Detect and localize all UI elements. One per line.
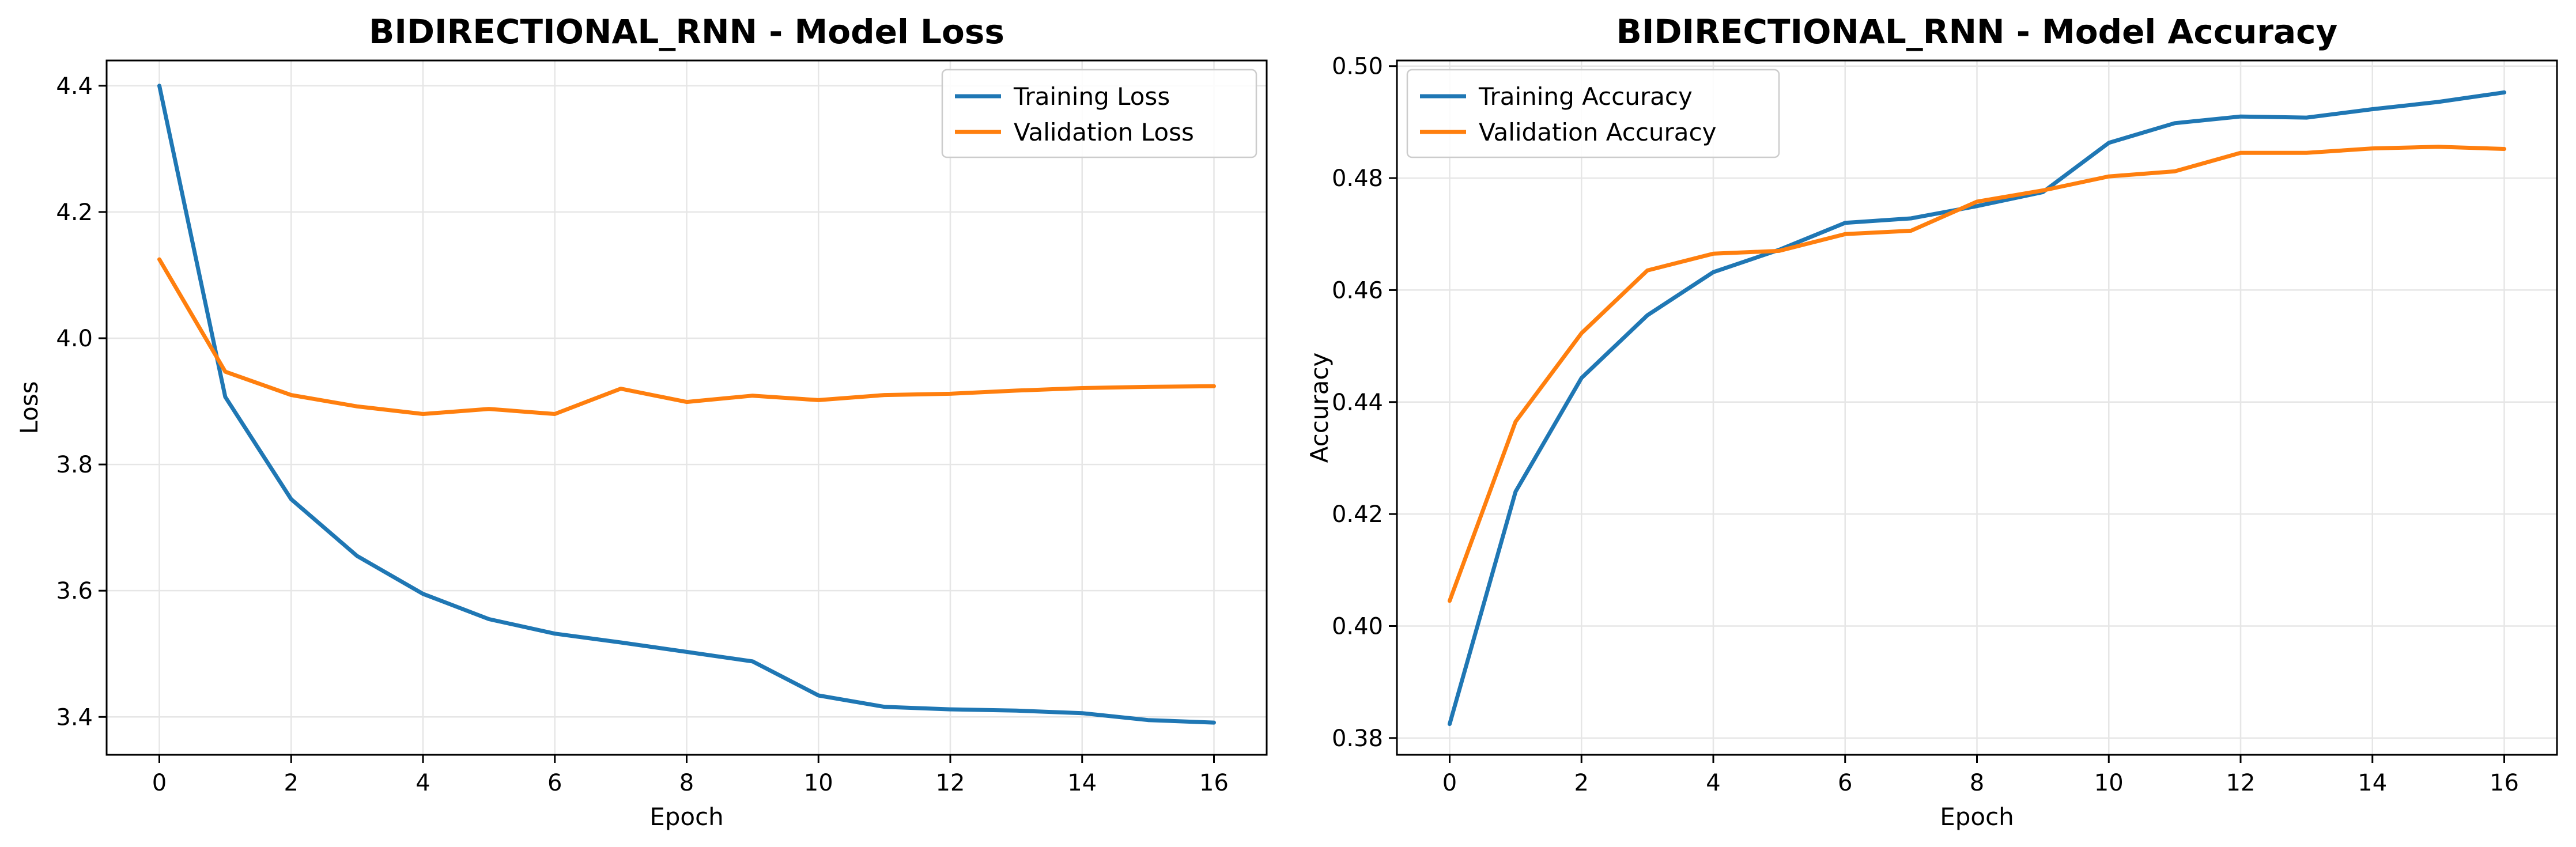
validation-loss-legend-label: Validation Loss — [1014, 118, 1194, 146]
accuracy-x-tick-label-16: 16 — [2490, 770, 2519, 796]
accuracy-y-tick-label-1: 0.40 — [1332, 613, 1383, 640]
loss-x-tick-label-6: 6 — [547, 770, 562, 796]
accuracy-x-tick-label-12: 12 — [2226, 770, 2256, 796]
loss-x-axis: 0 2 4 6 8 10 12 14 16 — [152, 755, 1229, 796]
loss-grid — [107, 60, 1267, 755]
loss-legend: Training Loss Validation Loss — [941, 69, 1257, 158]
training-accuracy-line — [1448, 90, 2506, 727]
loss-chart: 0 2 4 6 8 10 12 14 16 3.4 3.6 3.8 4.0 4.2 4.4 BIDIREC… — [15, 12, 1268, 831]
accuracy-y-tick-label-2: 0.42 — [1332, 501, 1383, 528]
accuracy-series-lines — [1448, 90, 2506, 727]
loss-x-tick-label-10: 10 — [804, 770, 833, 796]
accuracy-y-axis-label: Accuracy — [1305, 353, 1334, 463]
loss-y-tick-label-3: 4.0 — [56, 326, 93, 352]
accuracy-grid — [1397, 60, 2557, 755]
accuracy-x-tick-label-2: 2 — [1574, 770, 1589, 796]
accuracy-x-tick-label-14: 14 — [2358, 770, 2387, 796]
accuracy-x-tick-label-6: 6 — [1838, 770, 1852, 796]
accuracy-x-tick-label-8: 8 — [1970, 770, 1984, 796]
accuracy-y-tick-label-6: 0.50 — [1332, 54, 1383, 80]
training-loss-line — [157, 84, 1216, 725]
accuracy-y-tick-label-0: 0.38 — [1332, 725, 1383, 752]
loss-series-lines — [157, 84, 1216, 725]
loss-x-tick-label-16: 16 — [1199, 770, 1229, 796]
loss-y-tick-label-4: 4.2 — [56, 199, 93, 226]
loss-x-tick-label-0: 0 — [152, 770, 167, 796]
loss-legend-box — [941, 69, 1257, 158]
loss-y-axis: 3.4 3.6 3.8 4.0 4.2 4.4 — [56, 73, 107, 731]
loss-x-tick-label-4: 4 — [416, 770, 430, 796]
loss-y-tick-label-5: 4.4 — [56, 73, 93, 100]
accuracy-y-tick-label-3: 0.44 — [1332, 390, 1383, 416]
accuracy-legend-box — [1406, 69, 1780, 158]
validation-loss-line — [157, 257, 1216, 416]
accuracy-x-tick-label-4: 4 — [1706, 770, 1720, 796]
accuracy-legend: Training Accuracy Validation Accuracy — [1406, 69, 1780, 158]
training-loss-legend-label: Training Loss — [1013, 82, 1170, 111]
loss-x-tick-label-8: 8 — [679, 770, 694, 796]
loss-x-tick-label-2: 2 — [284, 770, 299, 796]
loss-x-axis-label: Epoch — [649, 803, 724, 831]
loss-y-tick-label-2: 3.8 — [56, 452, 93, 478]
accuracy-y-tick-label-4: 0.46 — [1332, 277, 1383, 304]
loss-y-tick-label-1: 3.6 — [56, 578, 93, 604]
accuracy-x-tick-label-0: 0 — [1442, 770, 1457, 796]
loss-x-tick-label-12: 12 — [936, 770, 965, 796]
loss-y-tick-label-0: 3.4 — [56, 704, 93, 731]
accuracy-y-tick-label-5: 0.48 — [1332, 165, 1383, 192]
validation-accuracy-legend-label: Validation Accuracy — [1479, 118, 1717, 146]
training-accuracy-legend-label: Training Accuracy — [1478, 82, 1693, 111]
validation-accuracy-line — [1448, 145, 2506, 603]
accuracy-y-axis: 0.38 0.40 0.42 0.44 0.46 0.48 0.50 — [1332, 54, 1397, 752]
accuracy-x-axis: 0 2 4 6 8 10 12 14 16 — [1442, 755, 2519, 796]
loss-y-axis-label: Loss — [15, 381, 43, 434]
accuracy-x-axis-label: Epoch — [1940, 803, 2014, 831]
loss-chart-title: BIDIRECTIONAL_RNN - Model Loss — [369, 12, 1004, 51]
accuracy-chart: 0 2 4 6 8 10 12 14 16 0.380.400.420.440.460.480.… — [1305, 12, 2558, 831]
accuracy-chart-title: BIDIRECTIONAL_RNN - Model Accuracy — [1616, 12, 2338, 51]
accuracy-x-tick-label-10: 10 — [2094, 770, 2124, 796]
loss-x-tick-label-14: 14 — [1067, 770, 1097, 796]
